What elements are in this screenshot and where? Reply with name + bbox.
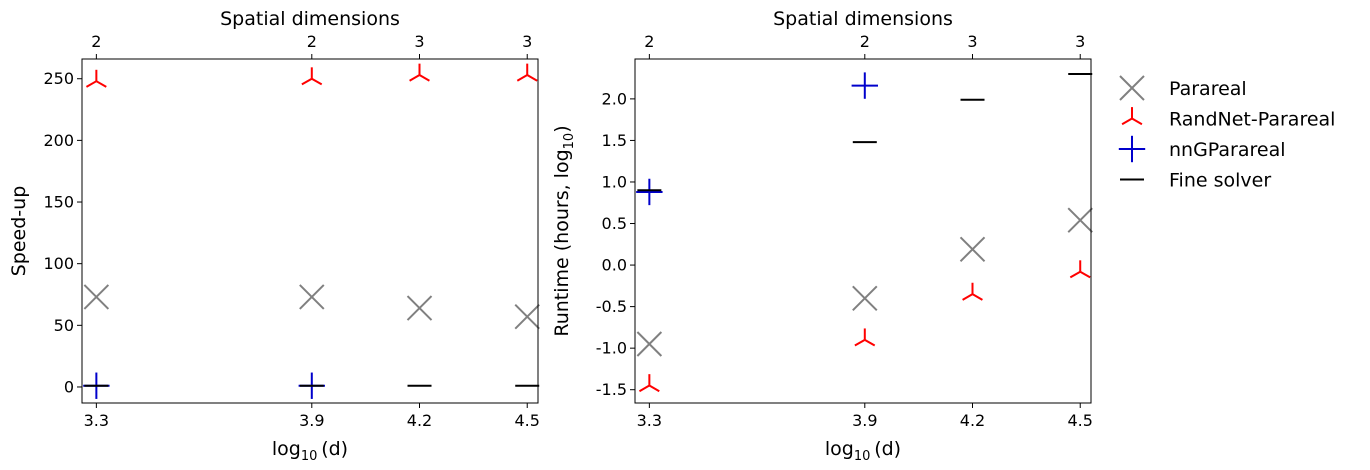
top-tick-label: 3: [967, 32, 977, 51]
top-tick-label: 3: [414, 32, 424, 51]
x-tick-label: 4.2: [407, 411, 432, 430]
parareal-point: [1067, 207, 1093, 233]
top-tick-label: 2: [860, 32, 870, 51]
parareal-point: [852, 285, 878, 312]
y-tick-label: 200: [43, 131, 74, 150]
parareal-point: [514, 303, 540, 330]
subplot-2: 3.3 2 3.9 2 4.2 3 4.5 3 -1.5 -1.0 -0.5 0.0 0.5 1.0 1.5…: [551, 8, 1093, 464]
randnet-parareal-point: [854, 328, 876, 347]
y-axis-title: Speed-up: [8, 186, 30, 277]
legend-marker: [1118, 135, 1146, 163]
y-tick-label: 100: [43, 254, 74, 273]
legend: Parareal RandNet-Parareal nnGParareal Fine …: [1118, 75, 1335, 192]
x-tick-label: 3.3: [84, 411, 109, 430]
randnet-parareal-point: [85, 69, 107, 88]
legend-entry: nnGParareal: [1118, 135, 1286, 163]
y-tick-label: 1.0: [602, 172, 627, 191]
y-tick-label: 0.0: [602, 256, 627, 275]
x-tick-label: 4.2: [960, 411, 985, 430]
top-axis-title: Spatial dimensions: [773, 8, 953, 30]
y-tick-label: 1.5: [602, 131, 627, 150]
nngparareal-point: [851, 72, 878, 99]
legend-label: RandNet-Parareal: [1169, 109, 1335, 131]
randnet-parareal-point: [1069, 260, 1091, 279]
top-tick-label: 2: [307, 32, 317, 51]
y-tick-label: -0.5: [596, 297, 627, 316]
legend-entry: Fine solver: [1120, 170, 1271, 192]
y-tick-label: 0.5: [602, 214, 627, 233]
y-axis-title: Runtime (hours, log10): [551, 125, 577, 336]
nngparareal-point: [636, 178, 663, 206]
parareal-point: [959, 236, 986, 262]
legend-marker: [1119, 75, 1145, 101]
parareal-point: [636, 331, 663, 357]
y-tick-label: 0: [64, 377, 74, 396]
randnet-parareal-point: [638, 374, 660, 393]
legend-label: nnGParareal: [1169, 139, 1286, 161]
x-axis-title: log10 (d): [272, 438, 348, 464]
y-tick-label: -1.0: [596, 339, 627, 358]
legend-entry: Parareal: [1119, 75, 1247, 101]
randnet-parareal-point: [301, 67, 323, 86]
top-axis-title: Spatial dimensions: [220, 8, 400, 30]
y-tick-label: 50: [54, 316, 74, 335]
x-tick-label: 4.5: [1068, 411, 1093, 430]
parareal-point: [406, 295, 433, 321]
randnet-parareal-point: [516, 63, 538, 82]
legend-marker: [1121, 107, 1143, 126]
plot-frame: [634, 58, 1092, 404]
x-tick-label: 3.9: [852, 411, 877, 430]
legend-label: Fine solver: [1169, 170, 1271, 192]
randnet-parareal-point: [409, 63, 430, 82]
parareal-point: [83, 284, 110, 310]
plot-frame: [81, 58, 539, 404]
y-tick-label: 150: [43, 193, 74, 212]
top-tick-label: 3: [522, 32, 532, 51]
legend-entry: RandNet-Parareal: [1121, 107, 1335, 131]
randnet-parareal-point: [962, 282, 983, 301]
parareal-point: [299, 284, 325, 310]
y-tick-label: 250: [43, 69, 74, 88]
x-tick-label: 4.5: [515, 411, 540, 430]
x-tick-label: 3.9: [299, 411, 324, 430]
y-tick-label: 2.0: [602, 89, 627, 108]
top-tick-label: 2: [644, 32, 654, 51]
x-tick-label: 3.3: [637, 411, 662, 430]
legend-label: Parareal: [1169, 78, 1247, 100]
y-tick-label: -1.5: [596, 380, 627, 399]
subplot-1: 3.3 2 3.9 2 4.2 3 4.5 3 0 50 100 150 200 250 Spatial d…: [8, 8, 540, 464]
top-tick-label: 3: [1075, 32, 1085, 51]
top-tick-label: 2: [91, 32, 101, 51]
x-axis-title: log10 (d): [825, 438, 901, 464]
